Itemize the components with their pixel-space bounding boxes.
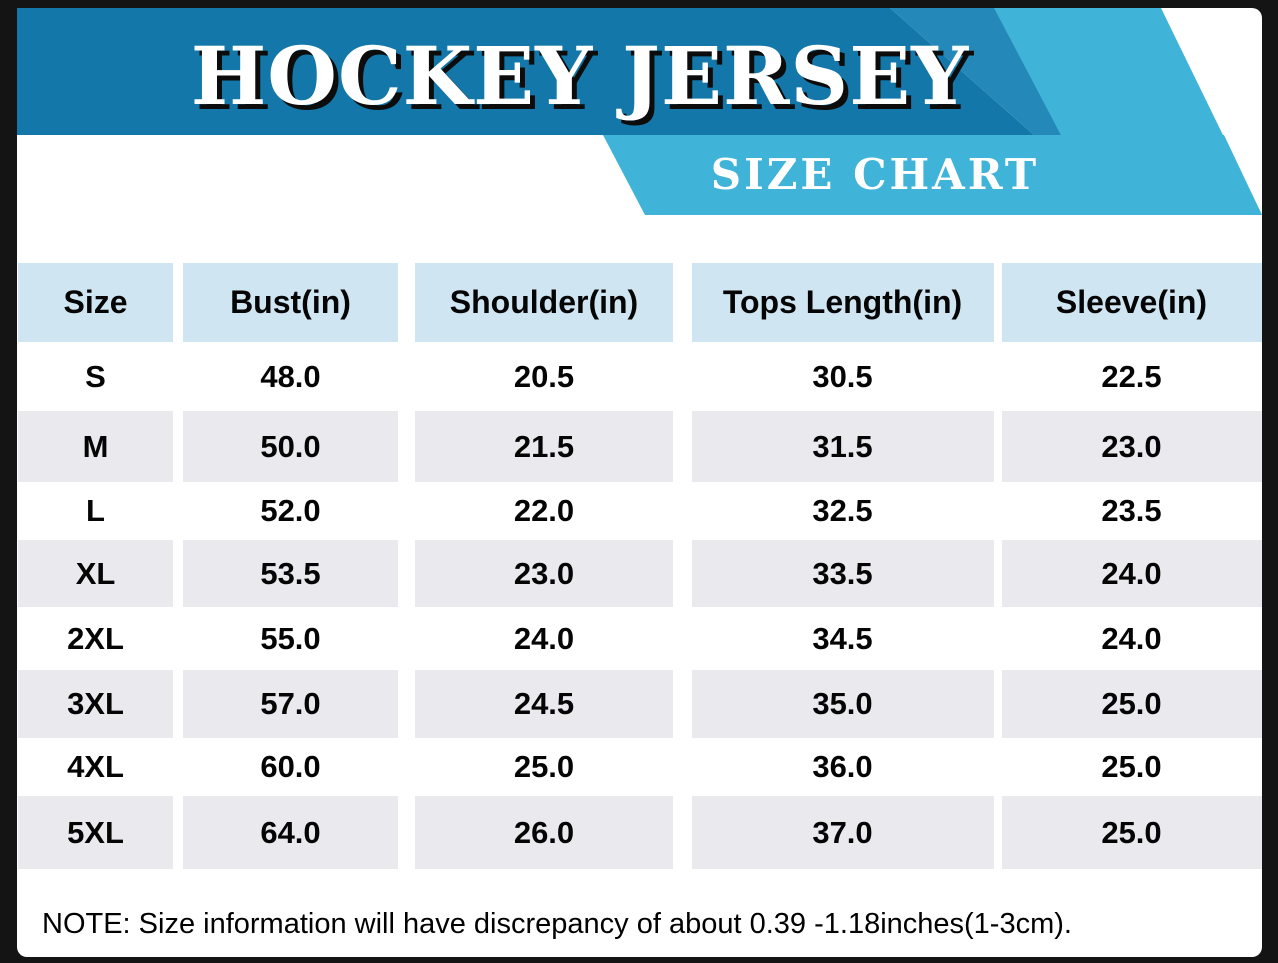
size-cell: 4XL — [18, 738, 173, 796]
table-row: 2XL 55.0 24.0 34.5 24.0 — [18, 607, 1262, 670]
tops-length-cell: 30.5 — [691, 342, 994, 411]
sleeve-cell: 25.0 — [1001, 738, 1262, 796]
tops-length-cell: 31.5 — [691, 411, 994, 482]
table-row: 5XL 64.0 26.0 37.0 25.0 — [18, 796, 1262, 869]
sleeve-cell: 22.5 — [1001, 342, 1262, 411]
shoulder-cell: 20.5 — [415, 342, 673, 411]
size-chart-table: Size Bust(in) Shoulder(in) Tops Length(i… — [18, 263, 1262, 869]
size-cell: L — [18, 482, 173, 540]
tops-length-cell: 32.5 — [691, 482, 994, 540]
column-header-tops-length: Tops Length(in) — [691, 263, 994, 342]
table-header-row: Size Bust(in) Shoulder(in) Tops Length(i… — [18, 263, 1262, 342]
tops-length-cell: 35.0 — [691, 670, 994, 738]
shoulder-cell: 24.0 — [415, 607, 673, 670]
size-cell: S — [18, 342, 173, 411]
bust-cell: 57.0 — [183, 670, 398, 738]
bust-cell: 60.0 — [183, 738, 398, 796]
sleeve-cell: 24.0 — [1001, 607, 1262, 670]
sleeve-cell: 23.5 — [1001, 482, 1262, 540]
bust-cell: 55.0 — [183, 607, 398, 670]
size-cell: 5XL — [18, 796, 173, 869]
table-row: 4XL 60.0 25.0 36.0 25.0 — [18, 738, 1262, 796]
column-header-shoulder: Shoulder(in) — [415, 263, 673, 342]
size-cell: 3XL — [18, 670, 173, 738]
shoulder-cell: 22.0 — [415, 482, 673, 540]
table-row: L 52.0 22.0 32.5 23.5 — [18, 482, 1262, 540]
bust-cell: 52.0 — [183, 482, 398, 540]
banner-cyan-ribbon — [603, 135, 1262, 215]
table-row: S 48.0 20.5 30.5 22.5 — [18, 342, 1262, 411]
banner-dark-blue-band — [17, 8, 1034, 135]
page-subtitle: SIZE CHART — [710, 150, 1040, 199]
tops-length-cell: 34.5 — [691, 607, 994, 670]
column-header-sleeve: Sleeve(in) — [1001, 263, 1262, 342]
table-row: M 50.0 21.5 31.5 23.0 — [18, 411, 1262, 482]
shoulder-cell: 21.5 — [415, 411, 673, 482]
size-cell: XL — [18, 540, 173, 607]
size-cell: M — [18, 411, 173, 482]
sleeve-cell: 23.0 — [1001, 411, 1262, 482]
bust-cell: 50.0 — [183, 411, 398, 482]
tops-length-cell: 37.0 — [691, 796, 994, 869]
table-row: XL 53.5 23.0 33.5 24.0 — [18, 540, 1262, 607]
page-title: HOCKEY JERSEY — [190, 29, 970, 123]
tops-length-cell: 33.5 — [691, 540, 994, 607]
shoulder-cell: 26.0 — [415, 796, 673, 869]
sleeve-cell: 25.0 — [1001, 796, 1262, 869]
size-note: NOTE: Size information will have discrep… — [42, 908, 1072, 940]
table-row: 3XL 57.0 24.5 35.0 25.0 — [18, 670, 1262, 738]
tops-length-cell: 36.0 — [691, 738, 994, 796]
column-header-bust: Bust(in) — [183, 263, 398, 342]
column-header-size: Size — [18, 263, 173, 342]
shoulder-cell: 24.5 — [415, 670, 673, 738]
banner-graphics — [17, 8, 1262, 215]
shoulder-cell: 23.0 — [415, 540, 673, 607]
bust-cell: 48.0 — [183, 342, 398, 411]
bust-cell: 53.5 — [183, 540, 398, 607]
sleeve-cell: 25.0 — [1001, 670, 1262, 738]
shoulder-cell: 25.0 — [415, 738, 673, 796]
sleeve-cell: 24.0 — [1001, 540, 1262, 607]
bust-cell: 64.0 — [183, 796, 398, 869]
size-cell: 2XL — [18, 607, 173, 670]
